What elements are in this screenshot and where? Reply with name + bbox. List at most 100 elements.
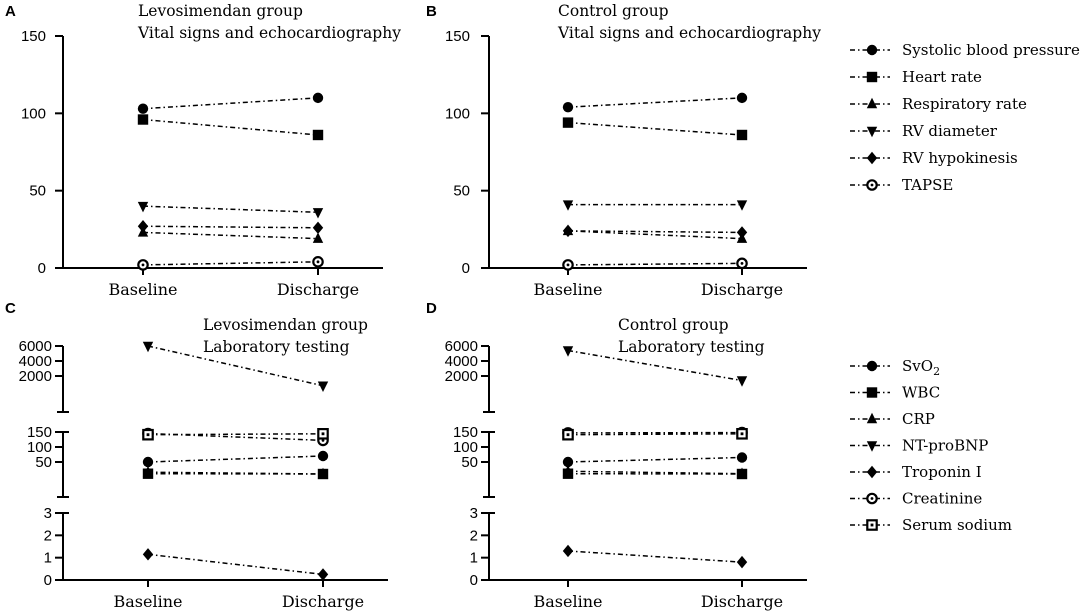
legend-top-systolic-blood-pressure-label-text: Systolic blood pressure	[902, 41, 1080, 59]
panel-c-creatinine-point-dot	[321, 439, 325, 442]
panel-d-serum-sodium-point	[736, 428, 748, 440]
legend-bottom-troponin-i-label-text: Troponin I	[902, 463, 982, 481]
panel-a-tapse-point-dot	[141, 263, 145, 267]
legend-top-tapse-swatch-marker-dot	[870, 183, 874, 187]
panel-d-troponin-i-point	[736, 555, 748, 569]
panel-c-xtick-label: Discharge	[282, 592, 364, 611]
panel-c-label: C	[5, 300, 16, 317]
panel-d-ytick-label: 4000	[445, 353, 478, 370]
panel-d-nt-probnp-point	[736, 376, 748, 387]
panel-d-ytick-label: 1	[470, 550, 478, 567]
panel-c-ytick-label: 6000	[19, 338, 52, 355]
legend-bottom-crp-swatch-marker	[866, 412, 878, 424]
panel-d-serum-sodium-point-dot	[566, 433, 570, 437]
panel-b-ytick-label: 150	[445, 28, 470, 45]
legend-top-tapse-label: TAPSE	[902, 176, 953, 194]
legend-bottom-serum-sodium-label: Serum sodium	[902, 516, 1012, 534]
panel-a-ytick-label: 100	[21, 105, 46, 122]
legend-bottom-serum-sodium-label-text: Serum sodium	[902, 516, 1012, 534]
panel-d-ytick-label: 2000	[445, 368, 478, 385]
legend-top-respiratory-rate-label-text: Respiratory rate	[902, 95, 1027, 113]
legend-bottom-serum-sodium-swatch-marker	[866, 519, 878, 531]
panel-d-nt-probnp-line	[567, 349, 743, 382]
panel-c-xtick-label: Baseline	[114, 592, 183, 611]
panel-c-title-2: Laboratory testing	[203, 338, 350, 356]
panel-c-serum-sodium-line	[147, 433, 324, 436]
panel-d-troponin-i-line	[567, 550, 743, 563]
panel-c-ytick-label: 150	[27, 424, 52, 441]
panel-b-ytick-label: 100	[445, 105, 470, 122]
panel-b-title-1: Control group	[558, 2, 669, 20]
panel-c-ytick-label: 50	[35, 454, 52, 471]
panel-d-serum-sodium-point-dot	[740, 432, 744, 436]
panel-c-ytick-label: 2000	[19, 368, 52, 385]
panel-c-crp-point	[317, 467, 329, 479]
panel-c-crp-point	[142, 466, 154, 477]
panel-d-crp-point	[736, 467, 748, 478]
legend-bottom-troponin-i-label: Troponin I	[902, 463, 982, 481]
panel-c-ytick-label: 100	[27, 439, 52, 456]
legend-bottom-nt-probnp-label-text: NT-proBNP	[902, 437, 988, 455]
panel-a-ytick-label: 150	[21, 28, 46, 45]
panel-c-nt-probnp-point	[317, 381, 329, 392]
panel-c-serum-sodium-point	[317, 428, 329, 440]
panel-d-serum-sodium-line	[567, 433, 743, 436]
legend-bottom-svo-label-subscript: 2	[933, 365, 940, 378]
panel-b-xtick-label: Discharge	[701, 280, 783, 299]
legend-bottom-wbc-swatch-marker	[866, 387, 878, 398]
legend-top-tapse-label-text: TAPSE	[902, 176, 953, 194]
panel-a-tapse-point	[137, 259, 149, 271]
panel-b-systolic-blood-pressure-point	[736, 92, 748, 104]
panel-d-label: D	[426, 300, 437, 317]
panel-b-tapse-point-dot	[740, 261, 744, 265]
panel-c-troponin-i-point	[142, 548, 154, 561]
panel-b-heart-rate-line	[567, 121, 743, 136]
legend-bottom-creatinine-label-text: Creatinine	[902, 490, 982, 508]
legend-top-tapse-swatch-marker	[866, 179, 878, 191]
legend-top-heart-rate-label: Heart rate	[902, 68, 982, 86]
panel-d-nt-probnp-point	[562, 346, 574, 357]
legend-top-rv-hypokinesis-label: RV hypokinesis	[902, 149, 1018, 167]
panel-b-heart-rate-point	[736, 129, 748, 141]
panel-d-ytick-label: 50	[461, 454, 478, 471]
panel-c-serum-sodium-point	[142, 428, 154, 441]
legend-top-systolic-blood-pressure-label: Systolic blood pressure	[902, 41, 1080, 59]
panel-c-troponin-i-line	[147, 553, 324, 576]
panel-d-ytick-label: 100	[453, 439, 478, 456]
panel-d-ytick-label: 150	[453, 424, 478, 441]
panel-a-xtick-label: Baseline	[109, 280, 178, 299]
panel-d-crp-point	[562, 465, 574, 476]
panel-d-serum-sodium-point	[562, 428, 574, 441]
panel-c-nt-probnp-line	[147, 345, 324, 387]
panel-b-tapse-point	[562, 259, 574, 271]
panel-d-troponin-i-point	[562, 544, 574, 558]
panel-c-svo2-point	[317, 450, 329, 462]
legend-bottom-wbc-label: WBC	[902, 384, 940, 402]
panel-b-label: B	[426, 3, 437, 20]
legend-top-heart-rate-label-text: Heart rate	[902, 68, 982, 86]
legend-bottom-serum-sodium-swatch-marker-dot	[870, 523, 874, 527]
panel-c-ytick-label: 0	[44, 572, 52, 589]
panel-b-tapse-line	[567, 262, 743, 266]
panel-a-tapse-line	[142, 261, 319, 266]
panel-c-title-1: Levosimendan group	[203, 316, 368, 334]
panel-d-title-2: Laboratory testing	[618, 338, 765, 356]
legend-bottom-creatinine-label: Creatinine	[902, 490, 982, 508]
panel-a-rv-hypokinesis-line	[142, 225, 319, 229]
panel-b-rv-diameter-point	[736, 200, 748, 211]
legend-top-rv-diameter-label: RV diameter	[902, 122, 998, 140]
legend-bottom-nt-probnp-label: NT-proBNP	[902, 437, 988, 455]
panel-b-rv-hypokinesis-line	[567, 230, 743, 234]
panel-c-ytick-label: 1	[44, 550, 52, 567]
panel-c-serum-sodium-point-dot	[321, 432, 325, 436]
panel-a-ytick-label: 50	[29, 183, 46, 200]
panel-b-tapse-point-dot	[566, 263, 570, 267]
panel-d-ytick-label: 3	[470, 505, 478, 522]
panel-a-label: A	[5, 3, 16, 20]
panel-d-crp-line	[567, 470, 743, 475]
legend-top-rv-hypokinesis-swatch-marker	[866, 151, 878, 165]
panel-d-ytick-label: 0	[470, 572, 478, 589]
panel-a-respiratory-rate-point	[312, 232, 324, 243]
legend-bottom-troponin-i-swatch-marker	[866, 465, 878, 479]
panel-a-respiratory-rate-line	[142, 231, 319, 240]
